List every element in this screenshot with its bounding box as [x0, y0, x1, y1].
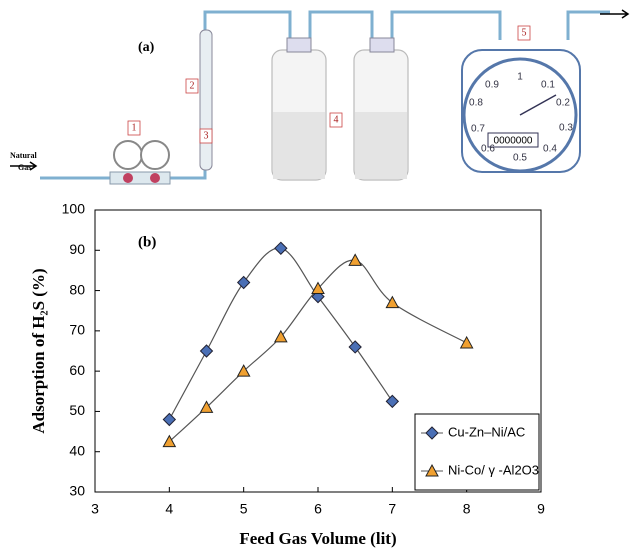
part-tag [185, 78, 199, 94]
legend-marker [425, 463, 439, 477]
data-point [311, 281, 325, 295]
part-number: 1 [132, 122, 137, 133]
legend-label: Ni-Co/ γ -Al2O3 [448, 462, 539, 477]
y-tick-label: 50 [69, 402, 85, 418]
y-tick-label: 80 [69, 281, 85, 297]
x-tick-label: 9 [537, 501, 545, 517]
y-tick-label: 90 [69, 241, 85, 257]
liquid [355, 112, 407, 179]
dial-number: 0.2 [556, 98, 570, 109]
data-point [236, 275, 251, 290]
part-tag [517, 25, 531, 41]
pressure-gauge [140, 140, 170, 170]
counter: 0000000 [494, 136, 533, 147]
stopper [369, 37, 395, 53]
outlet-arrow [600, 9, 630, 19]
data-point [311, 289, 325, 304]
data-point [162, 412, 177, 427]
part-tag [329, 112, 343, 128]
dial-number: 0.1 [541, 80, 555, 91]
data-point [274, 241, 288, 255]
x-tick-label: 7 [388, 501, 396, 517]
data-point [199, 344, 214, 358]
legend-box [414, 413, 540, 491]
gas-tube [40, 10, 610, 180]
data-point [199, 400, 214, 413]
y-tick-label: 70 [69, 322, 85, 338]
dial-number: 0.7 [471, 124, 485, 135]
panel-label: (a) [138, 40, 155, 55]
dial-number: 0.9 [485, 80, 499, 91]
part-tag [199, 128, 213, 144]
pressure-gauge [113, 140, 143, 170]
part-number: 4 [334, 114, 339, 125]
data-point [348, 340, 362, 354]
part-number: 3 [204, 130, 209, 141]
data-point [385, 394, 400, 409]
part-number: 2 [190, 80, 195, 91]
dial-number: 0.3 [559, 123, 573, 134]
x-axis-title: Feed Gas Volume (lit) [239, 529, 396, 548]
dial-number: 0.5 [513, 153, 527, 164]
data-point [385, 295, 400, 309]
data-point [236, 364, 251, 377]
dial-needle [519, 94, 557, 116]
legend-label: Cu-Zn–Ni/AC [448, 424, 525, 439]
data-point [273, 329, 288, 343]
manifold [109, 171, 171, 185]
legend-marker [425, 426, 439, 440]
inlet-label: Natural [10, 151, 37, 160]
x-tick-label: 6 [314, 501, 322, 517]
inlet-arrow [10, 161, 38, 171]
counter-box [487, 132, 539, 148]
y-tick-label: 40 [69, 442, 85, 458]
dial-number: 1 [517, 72, 523, 83]
part-tag [127, 120, 141, 136]
data-point [459, 335, 474, 349]
apparatus-diagram: 0000000 (a) Natural Gas [10, 9, 630, 185]
y-tick-label: 100 [62, 201, 86, 217]
y-tick-label: 30 [69, 483, 85, 499]
column [199, 29, 213, 171]
panel-label: (b) [138, 234, 156, 250]
x-tick-label: 5 [240, 501, 248, 517]
x-tick-label: 4 [165, 501, 173, 517]
valve [123, 173, 133, 183]
x-tick-label: 8 [463, 501, 471, 517]
dial-number: 0.4 [543, 144, 557, 155]
y-axis-title: Adsorption of H₂S (%) [29, 268, 48, 433]
data-point [162, 434, 177, 448]
dial-number: 0.8 [469, 98, 483, 109]
data-point [348, 253, 363, 266]
part-number: 5 [522, 27, 527, 38]
stopper [286, 37, 312, 53]
inlet-label: Gas [18, 163, 31, 172]
liquid [273, 112, 325, 179]
dial-number: 0.6 [481, 144, 495, 155]
valve [150, 173, 160, 183]
y-tick-label: 60 [69, 362, 85, 378]
x-tick-label: 3 [91, 501, 99, 517]
